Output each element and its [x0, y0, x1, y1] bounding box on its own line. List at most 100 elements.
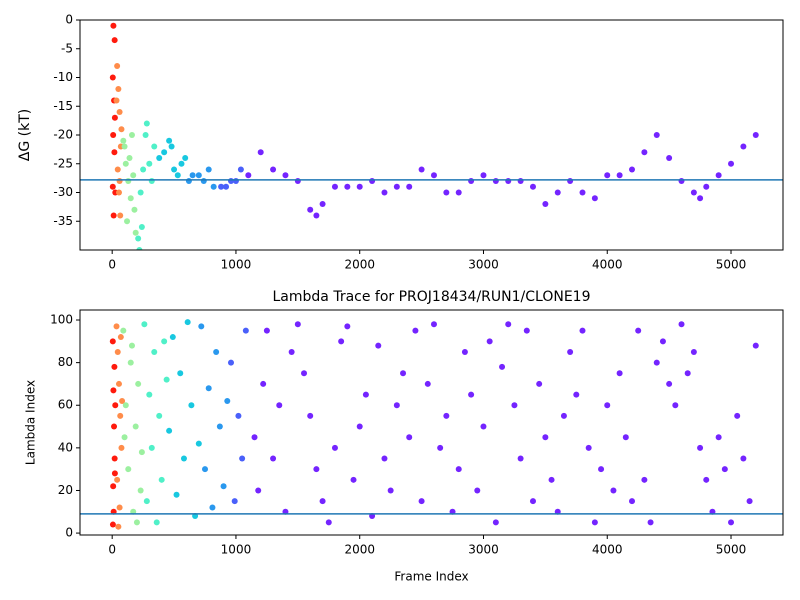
point: [109, 183, 116, 190]
point: [169, 334, 176, 341]
point: [344, 323, 351, 330]
point: [288, 348, 295, 355]
point: [121, 143, 128, 150]
point: [684, 370, 691, 377]
point: [142, 132, 149, 138]
point: [641, 476, 648, 483]
point: [672, 402, 679, 409]
point: [270, 455, 277, 462]
point: [151, 143, 158, 150]
point: [227, 359, 234, 366]
point: [529, 183, 536, 190]
point: [257, 149, 264, 156]
point: [350, 476, 357, 483]
point: [136, 247, 143, 250]
point: [728, 160, 735, 167]
y-tick-label: 0: [65, 13, 73, 27]
point: [114, 166, 121, 173]
x-tick-label: 5000: [716, 258, 747, 272]
point: [117, 334, 124, 341]
point: [400, 370, 407, 377]
point: [666, 155, 673, 161]
y-axis-label: Lambda Index: [24, 380, 38, 465]
point: [424, 380, 431, 387]
point: [591, 195, 598, 202]
x-tick-label: 3000: [468, 258, 499, 272]
point: [205, 385, 212, 392]
point: [116, 504, 123, 511]
point: [138, 224, 145, 230]
point: [119, 397, 126, 404]
point: [111, 423, 118, 430]
point: [111, 363, 118, 370]
point: [137, 189, 144, 196]
point: [331, 183, 338, 190]
point: [678, 321, 685, 328]
point: [161, 149, 168, 156]
point: [111, 114, 118, 121]
point: [115, 523, 122, 530]
point: [616, 172, 623, 179]
point: [138, 449, 145, 456]
point: [260, 380, 267, 387]
point: [499, 363, 506, 370]
point: [111, 37, 118, 44]
point: [135, 380, 142, 387]
point: [180, 455, 187, 462]
x-tick-label: 2000: [344, 258, 375, 272]
point: [220, 483, 227, 490]
y-tick-label: -20: [53, 128, 73, 142]
point: [124, 218, 131, 225]
point: [200, 178, 207, 184]
plot-area: [109, 319, 759, 530]
point: [338, 338, 345, 345]
point: [245, 172, 252, 179]
point: [117, 212, 124, 219]
y-tick-label: -10: [53, 70, 73, 84]
point: [752, 342, 759, 349]
point: [110, 132, 117, 138]
point: [251, 434, 258, 441]
point: [205, 166, 212, 173]
point: [202, 466, 209, 473]
y-tick-label: 100: [50, 313, 73, 327]
x-tick-label: 3000: [468, 543, 499, 557]
point: [111, 470, 118, 477]
point: [113, 323, 120, 330]
point: [622, 434, 629, 441]
point: [659, 338, 666, 345]
point: [177, 370, 184, 377]
point: [126, 155, 133, 161]
point: [166, 427, 173, 434]
point: [560, 412, 567, 419]
point: [210, 183, 217, 190]
point: [492, 178, 499, 184]
point: [635, 327, 642, 334]
point: [112, 402, 119, 409]
point: [567, 178, 574, 184]
point: [455, 189, 462, 196]
point: [505, 321, 512, 328]
point: [255, 487, 262, 494]
y-tick-label: 80: [58, 355, 73, 369]
point: [356, 183, 363, 190]
point: [151, 348, 158, 355]
point: [375, 342, 382, 349]
point: [381, 189, 388, 196]
point: [156, 155, 163, 161]
point: [697, 444, 704, 451]
point: [746, 498, 753, 505]
point: [110, 483, 117, 490]
point: [468, 178, 475, 184]
point: [319, 498, 326, 505]
point: [125, 178, 132, 184]
point: [653, 132, 660, 138]
point: [122, 160, 129, 167]
point: [116, 109, 123, 115]
y-axis-label: ΔG (kT): [17, 109, 33, 161]
point: [641, 149, 648, 156]
point: [237, 166, 244, 173]
point: [443, 412, 450, 419]
point: [356, 423, 363, 430]
